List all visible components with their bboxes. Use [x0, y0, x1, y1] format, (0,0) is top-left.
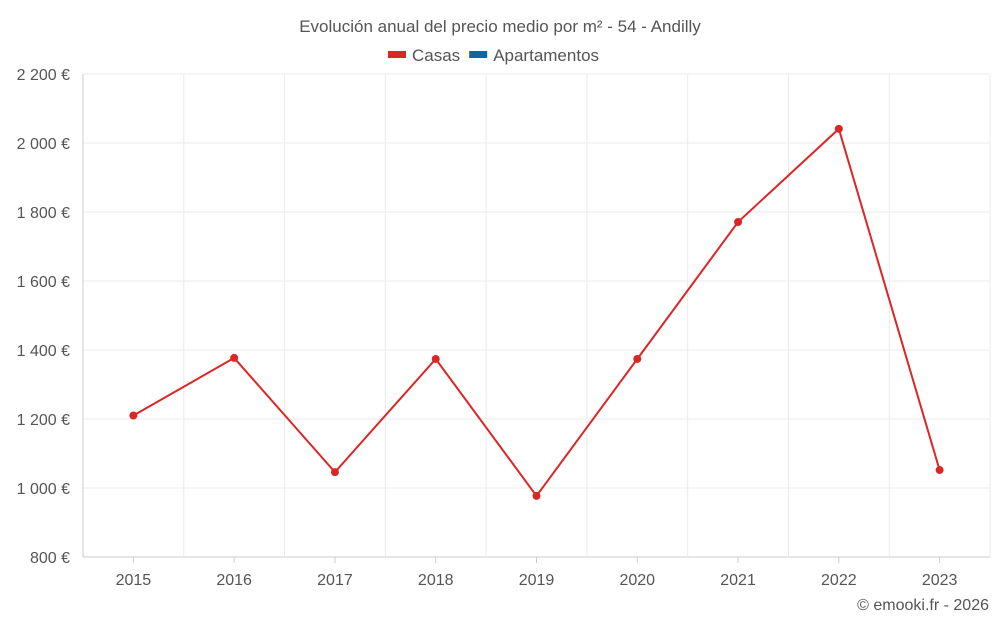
series	[129, 124, 944, 500]
data-point	[330, 468, 339, 477]
x-tick-label: 2023	[922, 572, 958, 589]
x-tick-label: 2022	[821, 572, 857, 589]
y-tick-label: 1 000 €	[17, 481, 70, 498]
y-tick-label: 2 000 €	[17, 136, 70, 153]
x-tick-label: 2018	[418, 572, 454, 589]
legend: Casas Apartamentos	[388, 46, 599, 65]
data-point	[431, 354, 440, 363]
y-tick-label: 2 200 €	[17, 67, 70, 84]
data-point	[532, 491, 541, 500]
x-tick-label: 2019	[519, 572, 555, 589]
y-tick-label: 1 200 €	[17, 412, 70, 429]
x-tick-label: 2020	[619, 572, 655, 589]
chart-title: Evolución anual del precio medio por m² …	[299, 17, 701, 36]
data-point	[834, 124, 843, 133]
y-axis: 800 € 1 000 € 1 200 € 1 400 € 1 600 € 1 800 €…	[17, 67, 70, 567]
data-point	[129, 411, 138, 420]
series-line-casas	[132, 127, 941, 498]
y-tick-label: 800 €	[30, 550, 70, 567]
x-axis: 2015 2016 2017 2018 2019 2020 2021 2022 2023	[116, 557, 958, 589]
data-point	[230, 353, 239, 362]
legend-label: Casas	[412, 46, 460, 65]
legend-item-casas[interactable]: Casas	[388, 46, 460, 65]
x-tick-label: 2016	[216, 572, 252, 589]
y-tick-label: 1 800 €	[17, 205, 70, 222]
x-tick-label: 2017	[317, 572, 353, 589]
legend-swatch	[469, 51, 488, 58]
credit: © emooki.fr - 2026	[857, 597, 989, 614]
y-tick-label: 1 600 €	[17, 274, 70, 291]
x-tick-label: 2015	[116, 572, 152, 589]
legend-item-apartamentos[interactable]: Apartamentos	[469, 46, 599, 65]
legend-swatch	[388, 51, 406, 58]
legend-label: Apartamentos	[493, 46, 599, 65]
data-point	[935, 466, 944, 475]
grid	[82, 73, 991, 558]
x-tick-label: 2021	[720, 572, 756, 589]
y-tick-label: 1 400 €	[17, 343, 70, 360]
data-point	[734, 218, 743, 227]
data-point	[633, 354, 642, 363]
